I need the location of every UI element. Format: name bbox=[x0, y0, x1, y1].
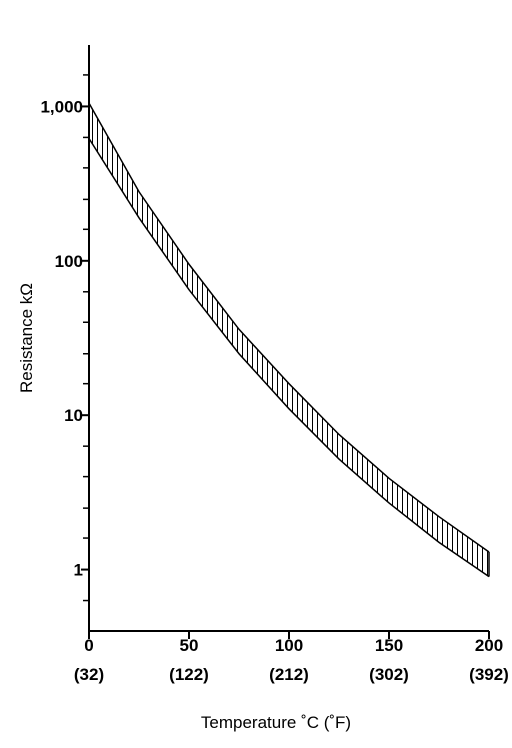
x-tick-label: 200 bbox=[475, 636, 503, 655]
x-tick-label-f: (212) bbox=[269, 665, 309, 684]
x-tick-label: 100 bbox=[275, 636, 303, 655]
curve bbox=[88, 102, 490, 553]
band-hatch bbox=[89, 103, 489, 577]
y-axis-label: Resistance kΩ bbox=[17, 283, 36, 393]
y-tick-label: 1 bbox=[74, 561, 83, 580]
x-tick-label: 0 bbox=[84, 636, 93, 655]
x-axis-label: Temperature ˚C (˚F) bbox=[201, 713, 351, 732]
x-tick-label-f: (32) bbox=[74, 665, 104, 684]
y-tick-label: 100 bbox=[55, 252, 83, 271]
x-tick-label-f: (392) bbox=[469, 665, 509, 684]
x-tick-label-f: (302) bbox=[369, 665, 409, 684]
y-tick-label: 10 bbox=[64, 406, 83, 425]
y-tick-label: 1,000 bbox=[40, 97, 83, 116]
x-tick-label-f: (122) bbox=[169, 665, 209, 684]
curve bbox=[88, 138, 490, 578]
x-tick-label: 50 bbox=[180, 636, 199, 655]
x-tick-label: 150 bbox=[375, 636, 403, 655]
